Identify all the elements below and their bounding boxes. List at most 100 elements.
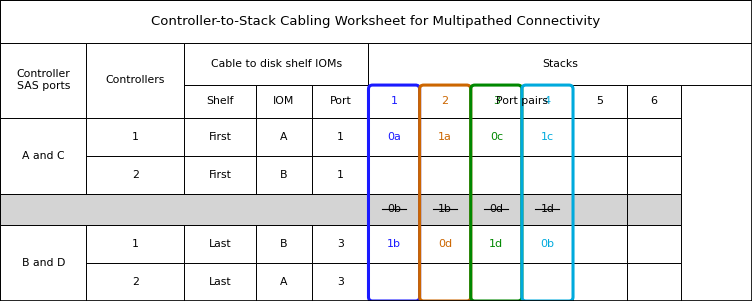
Text: Controllers: Controllers [106, 75, 165, 85]
Text: B: B [280, 170, 287, 180]
Bar [184, 156, 256, 194]
Text: 0b: 0b [387, 204, 401, 214]
Bar [627, 156, 681, 194]
Text: 4: 4 [544, 96, 551, 107]
Text: A and C: A and C [22, 151, 65, 161]
Text: 0c: 0c [490, 132, 503, 142]
Text: 1: 1 [337, 132, 344, 142]
Bar [312, 118, 368, 156]
Text: IOM: IOM [273, 96, 295, 107]
Bar [522, 85, 573, 118]
Text: 0d: 0d [438, 239, 452, 249]
Bar [0, 42, 86, 118]
Bar [0, 0, 752, 42]
Bar [627, 118, 681, 156]
Text: 1d: 1d [490, 239, 503, 249]
Bar [627, 85, 681, 118]
Text: First: First [208, 170, 232, 180]
Bar [522, 118, 573, 156]
Bar [627, 263, 681, 301]
Bar [256, 225, 312, 263]
Text: 1a: 1a [438, 132, 452, 142]
Bar [573, 225, 627, 263]
Bar [86, 156, 184, 194]
Text: Port pairs: Port pairs [496, 96, 548, 107]
Text: A: A [280, 132, 287, 142]
Text: 1b: 1b [387, 239, 401, 249]
Bar [471, 194, 522, 225]
Text: 6: 6 [650, 96, 658, 107]
Bar [256, 118, 312, 156]
Bar [471, 85, 522, 118]
Text: Controller-to-Stack Cabling Worksheet for Multipathed Connectivity: Controller-to-Stack Cabling Worksheet fo… [151, 15, 601, 28]
Bar [86, 42, 184, 118]
Text: 1: 1 [132, 132, 139, 142]
Text: 1d: 1d [541, 204, 554, 214]
Text: 1: 1 [337, 170, 344, 180]
Bar [420, 85, 471, 118]
Bar [368, 42, 752, 85]
Bar [573, 263, 627, 301]
Bar [368, 156, 420, 194]
Text: Controller
SAS ports: Controller SAS ports [17, 69, 70, 91]
Bar [86, 263, 184, 301]
Bar [420, 118, 471, 156]
Text: 2: 2 [132, 277, 139, 287]
Bar [312, 156, 368, 194]
Bar [471, 263, 522, 301]
Text: Last: Last [208, 239, 232, 249]
Bar [312, 85, 368, 118]
Text: Port: Port [329, 96, 351, 107]
Bar [627, 225, 681, 263]
Bar [368, 85, 420, 118]
Bar [312, 225, 368, 263]
Bar [184, 194, 256, 225]
Bar [573, 156, 627, 194]
Bar [522, 194, 573, 225]
Bar [312, 194, 368, 225]
Bar [0, 194, 368, 225]
Bar [420, 194, 471, 225]
Bar [184, 85, 256, 118]
Bar [420, 156, 471, 194]
Text: 3: 3 [337, 277, 344, 287]
Bar [256, 85, 312, 118]
Bar [312, 263, 368, 301]
Text: 0d: 0d [490, 204, 503, 214]
Bar [256, 263, 312, 301]
Bar [368, 225, 420, 263]
Text: 1: 1 [390, 96, 398, 107]
Text: Cable to disk shelf IOMs: Cable to disk shelf IOMs [211, 59, 342, 69]
Text: 0b: 0b [541, 239, 554, 249]
Bar [256, 194, 312, 225]
Text: B and D: B and D [22, 258, 65, 268]
Text: Last: Last [208, 277, 232, 287]
Bar [471, 225, 522, 263]
Bar [184, 225, 256, 263]
Text: A: A [280, 277, 287, 287]
Bar [184, 263, 256, 301]
Text: 2: 2 [441, 96, 449, 107]
Bar [522, 156, 573, 194]
Bar [368, 194, 420, 225]
Bar [0, 225, 86, 301]
Bar [627, 194, 681, 225]
Bar [420, 263, 471, 301]
Text: First: First [208, 132, 232, 142]
Text: 1c: 1c [541, 132, 554, 142]
Bar [471, 118, 522, 156]
Bar [420, 225, 471, 263]
Text: Shelf: Shelf [206, 96, 234, 107]
Bar [573, 85, 627, 118]
Bar [368, 263, 420, 301]
Text: 1: 1 [132, 239, 139, 249]
Bar [368, 118, 420, 156]
Text: 2: 2 [132, 170, 139, 180]
Text: B: B [280, 239, 287, 249]
Text: 1b: 1b [438, 204, 452, 214]
Bar [471, 156, 522, 194]
Bar [522, 225, 573, 263]
Text: 0a: 0a [387, 132, 401, 142]
Bar [256, 156, 312, 194]
Text: Stacks: Stacks [542, 59, 578, 69]
